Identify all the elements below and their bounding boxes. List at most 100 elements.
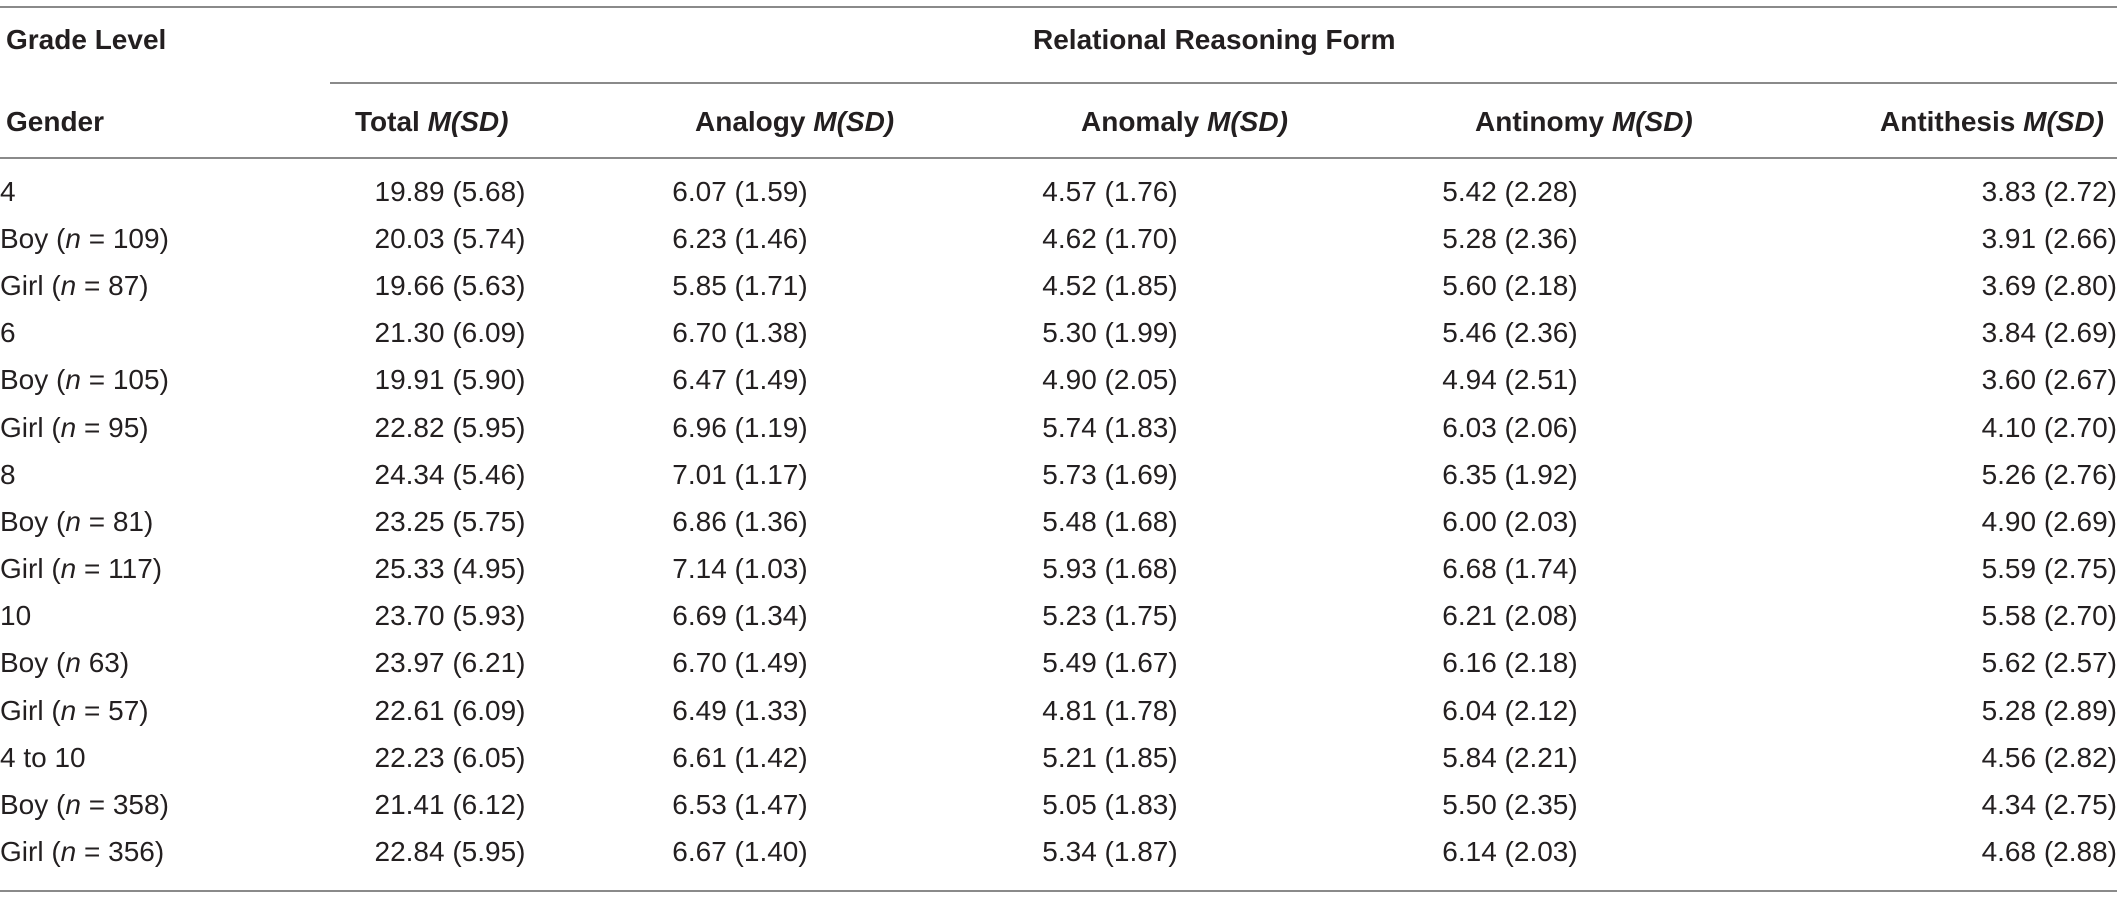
row-label-text: Girl ( bbox=[0, 553, 61, 585]
table-cell: 6.47 (1.49) bbox=[672, 364, 808, 396]
col-header-stat: M(SD) bbox=[427, 106, 509, 137]
table-row: Girl (n = 117) 25.33 (4.95) 7.14 (1.03) 5.9… bbox=[0, 546, 2117, 593]
table-cell: 5.59 (2.75) bbox=[1981, 553, 2117, 585]
header-bottom-rule bbox=[0, 157, 2117, 159]
table-cell: 6.61 (1.42) bbox=[672, 741, 808, 773]
table-cell: 4.34 (2.75) bbox=[1981, 789, 2117, 821]
table-cell: 3.60 (2.67) bbox=[1981, 364, 2117, 396]
table-cell: 6.67 (1.40) bbox=[672, 836, 808, 868]
sample-size-value: = 87) bbox=[76, 269, 149, 301]
row-label-text: 4 bbox=[0, 175, 16, 207]
table-cell: 5.84 (2.21) bbox=[1442, 741, 1578, 773]
table-cell: 6.68 (1.74) bbox=[1442, 553, 1578, 585]
sample-size-symbol: n bbox=[60, 836, 77, 868]
table-cell: 6.04 (2.12) bbox=[1442, 694, 1578, 726]
table-cell: 6.53 (1.47) bbox=[672, 789, 808, 821]
row-label: Girl (n = 117) bbox=[0, 546, 330, 593]
row-label: 4 to 10 bbox=[0, 734, 330, 781]
row-label: 6 bbox=[0, 310, 330, 357]
table-cell: 6.23 (1.46) bbox=[672, 222, 808, 254]
sample-size-value: = 358) bbox=[80, 789, 169, 821]
table-row: Boy (n = 109) 20.03 (5.74) 6.23 (1.46) 4.62… bbox=[0, 215, 2117, 262]
table-cell: 6.16 (2.18) bbox=[1442, 647, 1578, 679]
table-cell: 6.21 (2.08) bbox=[1442, 600, 1578, 632]
table-cell: 6.14 (2.03) bbox=[1442, 836, 1578, 868]
table-cell: 4.90 (2.69) bbox=[1981, 505, 2117, 537]
table-cell: 6.96 (1.19) bbox=[672, 411, 808, 443]
table-cell: 24.34 (5.46) bbox=[374, 458, 526, 490]
sample-size-symbol: n bbox=[65, 364, 81, 396]
sample-size-value: 63) bbox=[80, 647, 130, 679]
row-label-text: 4 to 10 bbox=[0, 741, 86, 773]
table-cell: 6.07 (1.59) bbox=[672, 175, 808, 207]
row-label-text: Boy ( bbox=[0, 647, 66, 679]
sample-size-symbol: n bbox=[65, 222, 81, 254]
table-cell: 5.74 (1.83) bbox=[1042, 411, 1178, 443]
table-cell: 22.82 (5.95) bbox=[374, 411, 526, 443]
col-header-analogy: Analogy M(SD) bbox=[695, 106, 894, 138]
row-label: 10 bbox=[0, 593, 330, 640]
table-cell: 5.23 (1.75) bbox=[1042, 600, 1178, 632]
table-cell: 3.69 (2.80) bbox=[1981, 269, 2117, 301]
row-label-text: Girl ( bbox=[0, 411, 61, 443]
row-label-text: Boy ( bbox=[0, 222, 66, 254]
row-label-text: 6 bbox=[0, 317, 16, 349]
table-body: 4 19.89 (5.68) 6.07 (1.59) 4.57 (1.76) 5.42 … bbox=[0, 168, 2117, 876]
table-cell: 5.28 (2.89) bbox=[1981, 694, 2117, 726]
table-cell: 5.34 (1.87) bbox=[1042, 836, 1178, 868]
table-row: Boy (n = 358) 21.41 (6.12) 6.53 (1.47) 5.05… bbox=[0, 781, 2117, 828]
row-label-text: Girl ( bbox=[0, 269, 61, 301]
col-header-name: Total bbox=[355, 106, 420, 137]
col-header-name: Analogy bbox=[695, 106, 806, 137]
table-row: Girl (n = 95) 22.82 (5.95) 6.96 (1.19) 5.74… bbox=[0, 404, 2117, 451]
sample-size-symbol: n bbox=[65, 647, 81, 679]
sample-size-symbol: n bbox=[60, 269, 77, 301]
col-header-stat: M(SD) bbox=[1611, 106, 1693, 137]
table-cell: 7.01 (1.17) bbox=[672, 458, 808, 490]
table-cell: 3.84 (2.69) bbox=[1981, 317, 2117, 349]
table-cell: 5.26 (2.76) bbox=[1981, 458, 2117, 490]
table-cell: 4.56 (2.82) bbox=[1981, 741, 2117, 773]
sample-size-symbol: n bbox=[65, 789, 81, 821]
col-header-name: Antithesis bbox=[1880, 106, 2016, 137]
table-row: 6 21.30 (6.09) 6.70 (1.38) 5.30 (1.99) 5.46 … bbox=[0, 310, 2117, 357]
row-label: 4 bbox=[0, 168, 330, 215]
table-cell: 4.10 (2.70) bbox=[1981, 411, 2117, 443]
table-cell: 5.21 (1.85) bbox=[1042, 741, 1178, 773]
table-row: 8 24.34 (5.46) 7.01 (1.17) 5.73 (1.69) 6.35 … bbox=[0, 451, 2117, 498]
table-cell: 4.90 (2.05) bbox=[1042, 364, 1178, 396]
table-cell: 7.14 (1.03) bbox=[672, 553, 808, 585]
table-cell: 5.46 (2.36) bbox=[1442, 317, 1578, 349]
table-cell: 6.00 (2.03) bbox=[1442, 505, 1578, 537]
table-cell: 23.70 (5.93) bbox=[374, 600, 526, 632]
row-label: Boy (n = 109) bbox=[0, 215, 330, 262]
table-row: 4 19.89 (5.68) 6.07 (1.59) 4.57 (1.76) 5.42 … bbox=[0, 168, 2117, 215]
table-row: Girl (n = 57) 22.61 (6.09) 6.49 (1.33) 4.81… bbox=[0, 687, 2117, 734]
gender-header: Gender bbox=[6, 106, 105, 137]
table-cell: 5.30 (1.99) bbox=[1042, 317, 1178, 349]
table-cell: 22.23 (6.05) bbox=[374, 741, 526, 773]
table-cell: 20.03 (5.74) bbox=[374, 222, 526, 254]
table-cell: 5.42 (2.28) bbox=[1442, 175, 1578, 207]
row-label: Girl (n = 87) bbox=[0, 262, 330, 309]
row-label-text: Boy ( bbox=[0, 505, 66, 537]
table-cell: 5.49 (1.67) bbox=[1042, 647, 1178, 679]
row-label: Girl (n = 356) bbox=[0, 829, 330, 876]
row-label-text: Boy ( bbox=[0, 364, 66, 396]
table-cell: 5.85 (1.71) bbox=[672, 269, 808, 301]
sample-size-value: = 105) bbox=[80, 364, 169, 396]
row-label: Boy (n 63) bbox=[0, 640, 330, 687]
table-cell: 4.57 (1.76) bbox=[1042, 175, 1178, 207]
table-cell: 4.52 (1.85) bbox=[1042, 269, 1178, 301]
table-row: 10 23.70 (5.93) 6.69 (1.34) 5.23 (1.75) 6.21… bbox=[0, 593, 2117, 640]
table-cell: 5.48 (1.68) bbox=[1042, 505, 1178, 537]
row-label: Boy (n = 358) bbox=[0, 781, 330, 828]
relational-reasoning-form-header: Relational Reasoning Form bbox=[1033, 24, 1396, 55]
table-cell: 4.62 (1.70) bbox=[1042, 222, 1178, 254]
sample-size-symbol: n bbox=[60, 553, 77, 585]
col-header-stat: M(SD) bbox=[1207, 106, 1288, 137]
col-header-name: Antinomy bbox=[1475, 106, 1605, 137]
spanner-rule bbox=[330, 82, 2117, 84]
grade-level-header: Grade Level bbox=[6, 24, 167, 55]
